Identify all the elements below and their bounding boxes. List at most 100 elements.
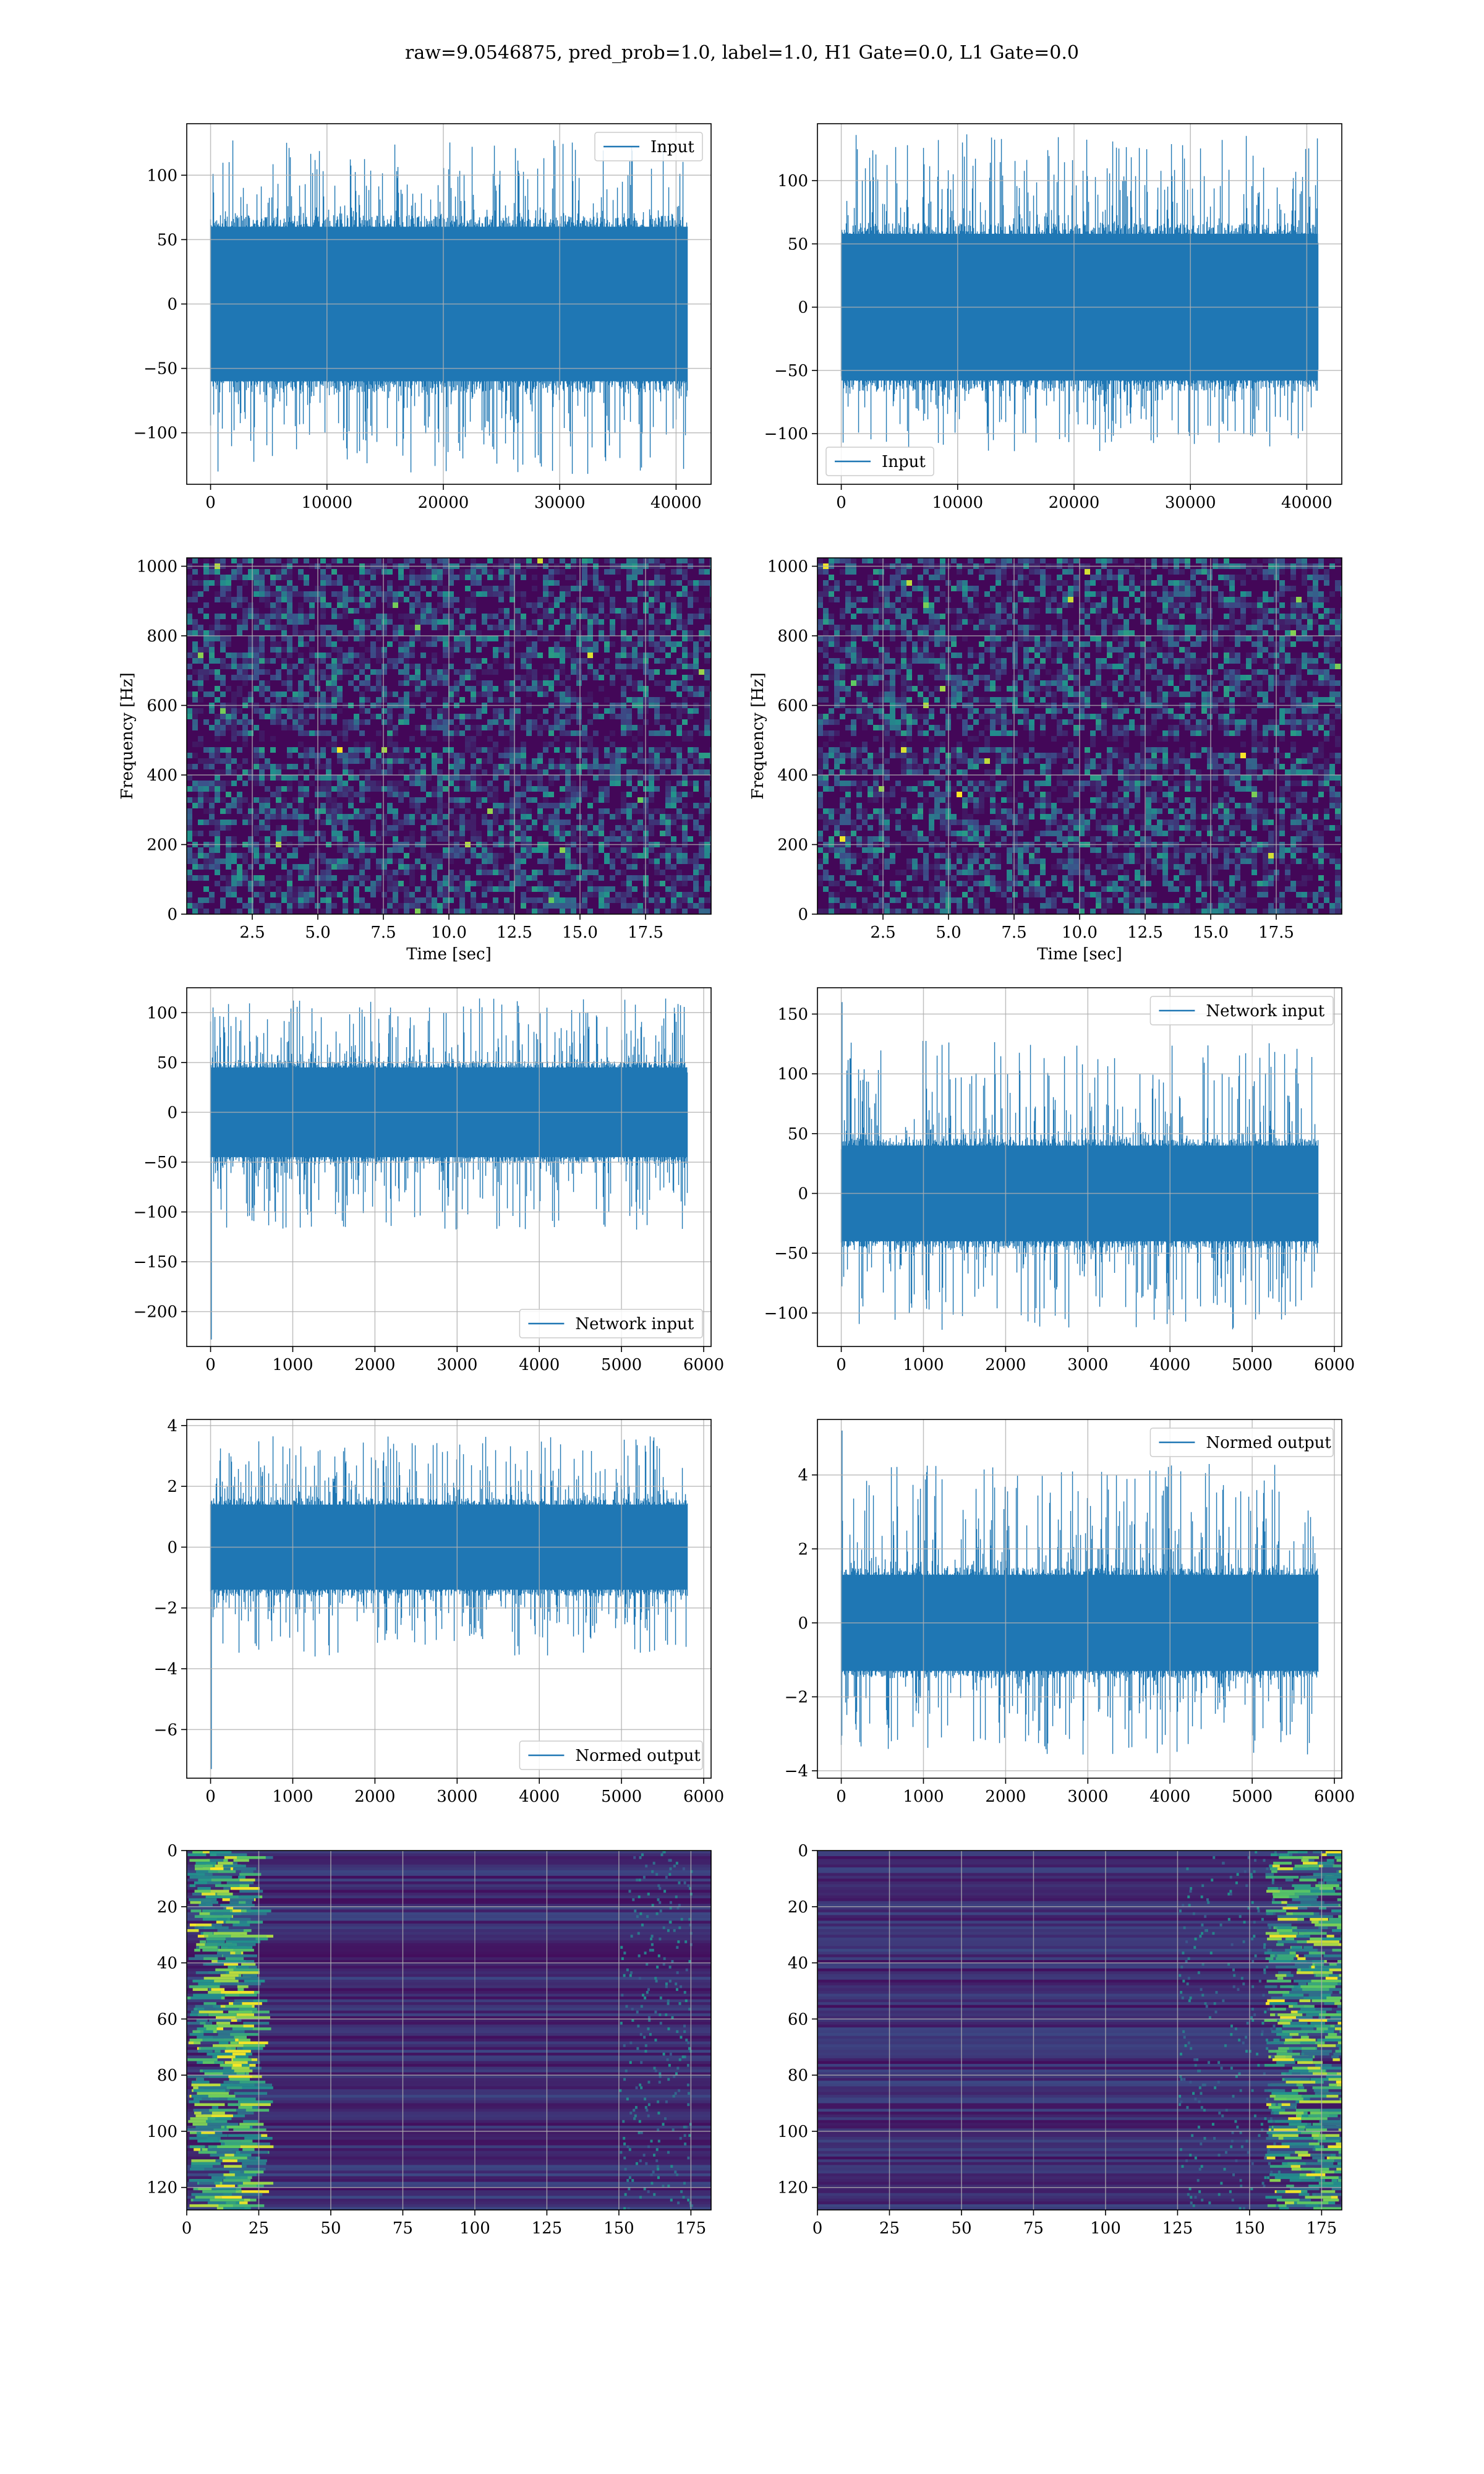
heatmap-cell: [426, 636, 432, 641]
heatmap-cell: [198, 781, 203, 786]
heatmap-cell: [1140, 591, 1146, 597]
heatmap-cell: [626, 597, 632, 602]
heatmap-cell: [304, 875, 309, 881]
heatmap-cell: [840, 675, 845, 680]
heatmap-cell: [471, 903, 476, 909]
heatmap-cell: [187, 580, 192, 586]
heatmap-cell: [493, 797, 498, 803]
heatmap-cell: [1090, 680, 1096, 686]
heatmap-cell: [1062, 669, 1068, 675]
heatmap-cell: [1179, 625, 1185, 630]
heatmap-cell: [387, 641, 393, 647]
heatmap-cell: [543, 742, 548, 747]
heatmap-cell: [1168, 630, 1174, 636]
heatmap-cell: [304, 641, 309, 647]
heatmap-cell: [226, 586, 231, 591]
heatmap-cell: [856, 630, 862, 636]
heatmap-cell: [482, 853, 487, 858]
heatmap-cell: [220, 797, 226, 803]
heatmap-cell: [292, 814, 298, 820]
heatmap-cell: [649, 614, 654, 619]
heatmap-cell: [398, 792, 404, 797]
heatmap-cell: [437, 836, 443, 842]
heatmap-cell: [1129, 591, 1135, 597]
heatmap-cell: [515, 820, 521, 825]
heatmap-cell: [376, 586, 382, 591]
heatmap-cell: [376, 697, 382, 703]
heatmap-cell: [554, 747, 560, 753]
heatmap-cell: [626, 853, 632, 858]
heatmap-cell: [203, 897, 209, 903]
heatmap-cell: [220, 903, 226, 909]
heatmap-cell: [665, 614, 671, 619]
heatmap-cell: [587, 641, 593, 647]
heatmap-cell: [498, 586, 504, 591]
heatmap-cell: [226, 847, 231, 853]
heatmap-cell: [382, 625, 387, 630]
heatmap-cell: [710, 691, 711, 697]
heatmap-cell: [1168, 675, 1174, 680]
heatmap-cell: [560, 764, 565, 769]
heatmap-cell: [370, 653, 376, 658]
heatmap-cell: [248, 636, 254, 641]
heatmap-cell: [526, 853, 532, 858]
heatmap-cell: [1085, 641, 1090, 647]
heatmap-cell: [1029, 614, 1034, 619]
heatmap-cell: [665, 730, 671, 736]
heatmap-cell: [599, 675, 604, 680]
heatmap-cell: [354, 747, 359, 753]
heatmap-cell: [448, 781, 454, 786]
heatmap-cell: [309, 820, 315, 825]
heatmap-cell: [343, 786, 348, 792]
heatmap-cell: [426, 747, 432, 753]
heatmap-cell: [1224, 558, 1229, 563]
heatmap-cell: [951, 686, 957, 691]
heatmap-cell: [471, 691, 476, 697]
heatmap-cell: [918, 697, 923, 703]
heatmap-cell: [1124, 558, 1129, 563]
heatmap-cell: [901, 641, 906, 647]
heatmap-cell: [471, 558, 476, 563]
heatmap-cell: [320, 836, 326, 842]
heatmap-cell: [387, 602, 393, 608]
heatmap-cell: [1073, 641, 1079, 647]
heatmap-cell: [348, 864, 354, 870]
heatmap-cell: [465, 636, 471, 641]
heatmap-cell: [704, 630, 710, 636]
heatmap-cell: [415, 636, 420, 641]
heatmap-cell: [471, 775, 476, 781]
heatmap-cell: [409, 736, 415, 742]
heatmap-cell: [510, 591, 515, 597]
heatmap-cell: [626, 803, 632, 808]
heatmap-cell: [498, 575, 504, 580]
heatmap-cell: [443, 641, 448, 647]
heatmap-cell: [1007, 614, 1012, 619]
heatmap-cell: [237, 669, 242, 675]
heatmap-cell: [426, 675, 432, 680]
heatmap-cell: [979, 675, 984, 680]
heatmap-cell: [1279, 664, 1285, 669]
heatmap-cell: [309, 614, 315, 619]
heatmap-cell: [1079, 658, 1085, 664]
heatmap-cell: [823, 636, 829, 641]
heatmap-cell: [1257, 625, 1263, 630]
heatmap-cell: [1012, 697, 1018, 703]
heatmap-cell: [951, 558, 957, 563]
heatmap-cell: [571, 909, 576, 914]
heatmap-cell: [688, 858, 693, 864]
heatmap-cell: [343, 730, 348, 736]
heatmap-cell: [365, 625, 370, 630]
heatmap-cell: [957, 619, 962, 625]
heatmap-cell: [665, 797, 671, 803]
heatmap-cell: [359, 897, 365, 903]
heatmap-cell: [320, 641, 326, 647]
heatmap-cell: [934, 669, 940, 675]
heatmap-cell: [1240, 636, 1246, 641]
heatmap-cell: [638, 903, 643, 909]
heatmap-cell: [376, 764, 382, 769]
heatmap-cell: [1324, 675, 1329, 680]
heatmap-cell: [699, 769, 704, 775]
heatmap-cell: [454, 730, 459, 736]
heatmap-cell: [242, 580, 248, 586]
heatmap-cell: [231, 725, 237, 730]
